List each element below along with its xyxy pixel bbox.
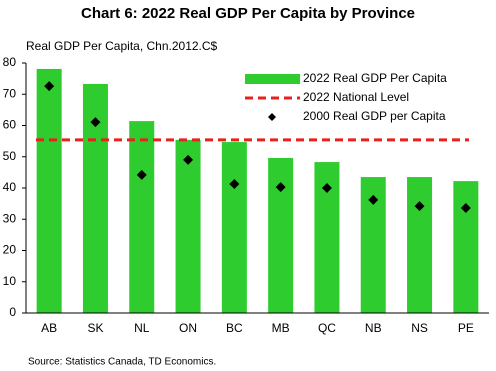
bar [129,121,155,313]
marker [90,117,101,128]
y-tick-label: 80 [3,55,17,69]
legend-label: 2022 National Level [303,90,409,104]
x-tick-label: NL [134,321,150,335]
legend-label: 2022 Real GDP Per Capita [303,71,447,85]
marker [368,194,379,205]
bar [36,68,62,313]
y-tick-label: 70 [3,86,17,100]
bar [221,142,247,313]
marker [136,169,147,180]
marker [229,178,240,189]
bar [268,158,294,313]
marker [183,154,194,165]
marker [275,182,286,193]
bar [175,139,201,313]
y-tick-label: 30 [3,211,17,225]
y-tick-label: 10 [3,274,17,288]
marker [460,203,471,213]
marker [321,183,332,193]
x-tick-label: NS [411,321,428,335]
x-tick-label: BC [226,321,243,335]
x-tick-label: NB [365,321,382,335]
x-tick-label: PE [458,321,474,335]
x-tick-label: SK [87,321,103,335]
legend-label: 2000 Real GDP per Capita [303,109,446,123]
x-tick-label: QC [318,321,336,335]
x-tick-label: AB [41,321,57,335]
y-tick-label: 60 [3,118,17,132]
y-tick-label: 20 [3,243,17,257]
chart-title: Chart 6: 2022 Real GDP Per Capita by Pro… [81,5,415,22]
x-tick-label: ON [179,321,197,335]
y-tick-label: 40 [3,180,17,194]
source: Source: Statistics Canada, TD Economics. [28,357,216,368]
x-tick-label: MB [272,321,290,335]
marker [414,201,425,212]
bar [453,181,479,313]
legend-swatch [245,74,300,84]
y-axis-label: Real GDP Per Capita, Chn.2012.C$ [26,39,218,53]
y-tick-label: 0 [9,305,16,319]
marker [44,81,55,92]
legend-swatch [268,113,276,121]
y-tick-label: 50 [3,149,17,163]
bar [407,177,433,313]
